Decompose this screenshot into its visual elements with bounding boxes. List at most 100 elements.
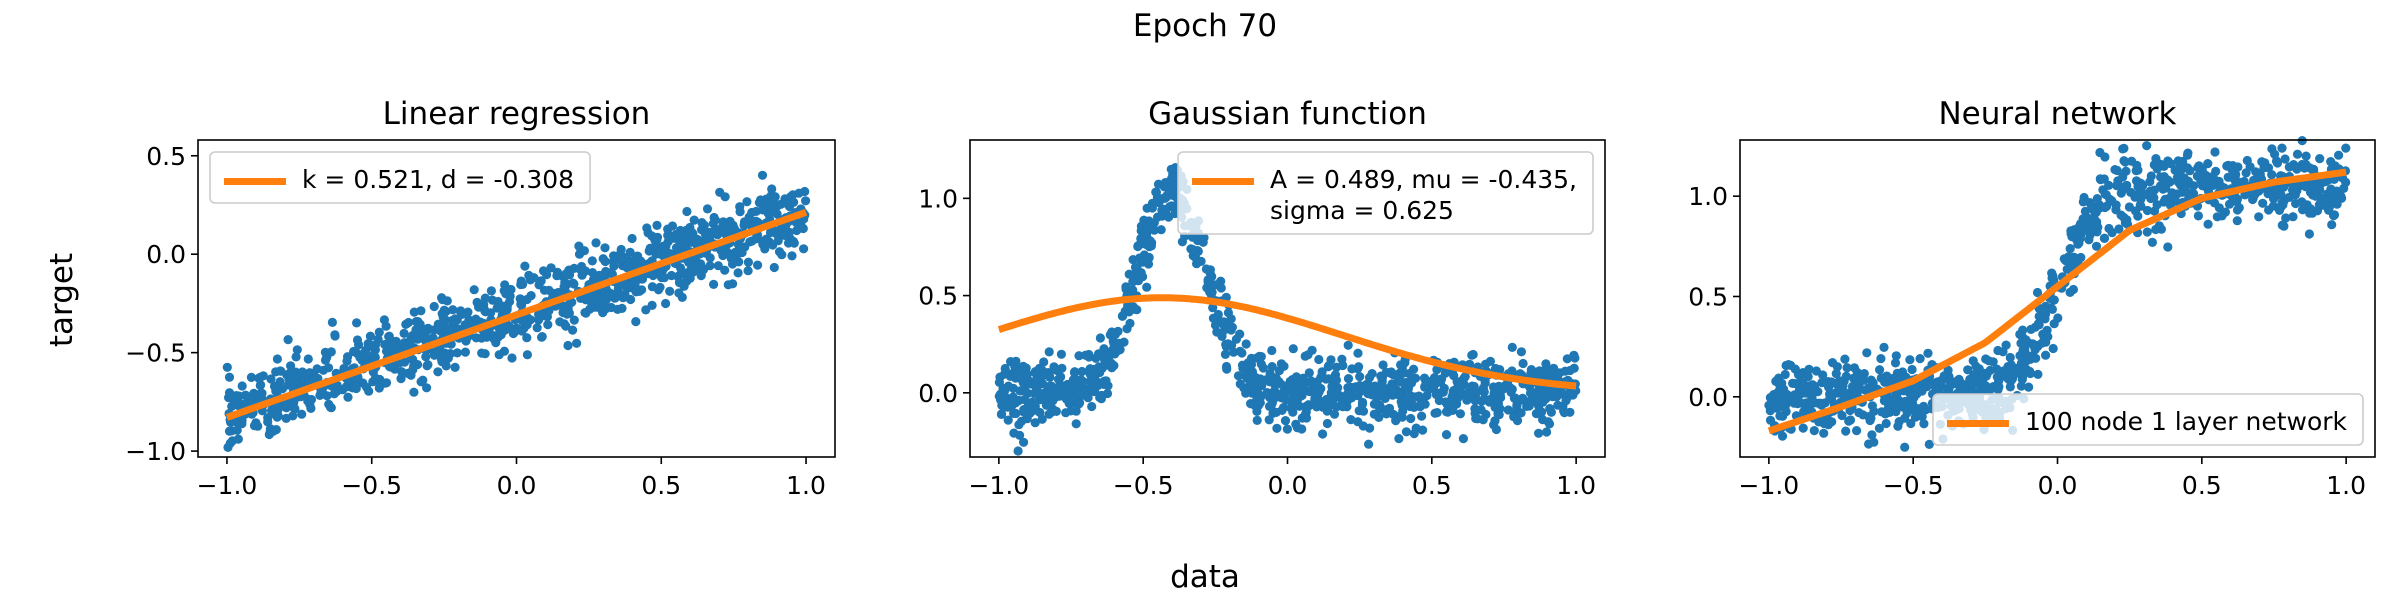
scatter-point [1418,425,1428,435]
scatter-point [2185,166,2195,176]
scatter-point [2061,256,2071,266]
scatter-point [2224,199,2235,209]
scatter-point [2292,164,2302,174]
scatter-point [674,270,684,281]
scatter-point [517,326,527,336]
scatter-point [1147,203,1157,213]
scatter-point [743,266,753,276]
scatter-point [421,352,431,362]
scatter-point [1170,208,1180,219]
scatter-point [1086,383,1096,393]
scatter-point [1827,391,1837,401]
scatter-point [2086,201,2097,211]
scatter-point [2084,235,2094,245]
scatter-point [777,250,787,260]
scatter-point [674,278,685,288]
fit-line [225,208,808,421]
scatter-point [2116,188,2126,198]
scatter-point [1503,405,1513,415]
scatter-point [1267,398,1277,408]
scatter-point [2315,154,2325,164]
scatter-point [1827,417,1837,427]
scatter-point [411,317,421,327]
scatter-point [1247,371,1257,381]
scatter-point [1265,368,1275,379]
scatter-point [1218,319,1228,329]
fit-line [1767,168,2347,435]
scatter-point [323,363,334,373]
scatter-point [286,361,296,371]
scatter-point [1473,414,1483,424]
legend-label: 100 node 1 layer network [2025,407,2348,436]
scatter-point [303,354,313,364]
scatter-point [663,224,673,234]
scatter-point [555,317,565,327]
scatter-point [2073,239,2083,249]
scatter-point [2142,205,2153,216]
scatter-point [2111,205,2121,215]
scatter-point [1357,397,1368,407]
scatter-point [2104,180,2114,190]
scatter-point [1923,348,1933,358]
scatter-point [2049,319,2059,329]
legend-label: k = 0.521, d = -0.308 [302,165,574,194]
scatter-point [2280,154,2290,164]
scatter-point [371,340,381,350]
scatter-point [461,336,471,346]
scatter-point [1271,407,1281,417]
scatter-point [1943,383,1953,393]
scatter-point [1518,358,1528,369]
scatter-point [1385,368,1396,378]
scatter-point [647,300,657,310]
scatter-point [352,318,362,328]
scatter-point [1323,404,1333,414]
scatter-point [1841,426,1851,436]
scatter-point [1206,290,1216,300]
y-tick-label: −1.0 [125,437,186,466]
scatter-point [2101,190,2111,200]
scatter-point [1136,268,1146,278]
scatter-point [1049,362,1059,372]
scatter-point [1208,313,1218,323]
legend-label: sigma = 0.625 [1270,196,1454,225]
scatter-point [2095,174,2105,184]
scatter-point [1772,376,1782,386]
x-tick-label: −1.0 [1739,471,1800,500]
scatter-point [2120,157,2130,167]
scatter-point [2304,229,2314,239]
scatter-point [1997,371,2007,381]
scatter-point [730,247,740,257]
scatter-point [1074,399,1084,409]
scatter-point [463,319,473,329]
scatter-point [2166,159,2176,169]
scatter-point [1905,355,1915,365]
x-tick-label: −1.0 [969,471,1030,500]
scatter-point [500,280,510,290]
scatter-point [1867,401,1877,411]
scatter-point [1559,408,1569,418]
scatter-point [658,245,668,255]
x-tick-label: −0.5 [341,471,402,500]
y-tick-label: 1.0 [918,184,958,213]
scatter-point [442,353,452,363]
scatter-point [1458,434,1468,444]
scatter-point [1015,430,1025,440]
scatter-point [569,315,579,325]
scatter-point [222,362,232,372]
scatter-point [1307,345,1317,355]
scatter-point [2147,237,2157,247]
scatter-point [1343,340,1353,350]
scatter-point [495,327,505,337]
scatter-point [666,270,677,281]
scatter-point [1417,411,1427,421]
scatter-point [1974,364,1984,374]
scatter-point [2245,162,2255,172]
scatter-point [534,314,544,324]
scatter-point [349,346,359,357]
scatter-point [1404,369,1414,379]
scatter-point [368,350,379,360]
scatter-point [350,377,360,387]
scatter-point [297,409,307,419]
scatter-point [1363,379,1373,389]
scatter-point [727,259,738,269]
